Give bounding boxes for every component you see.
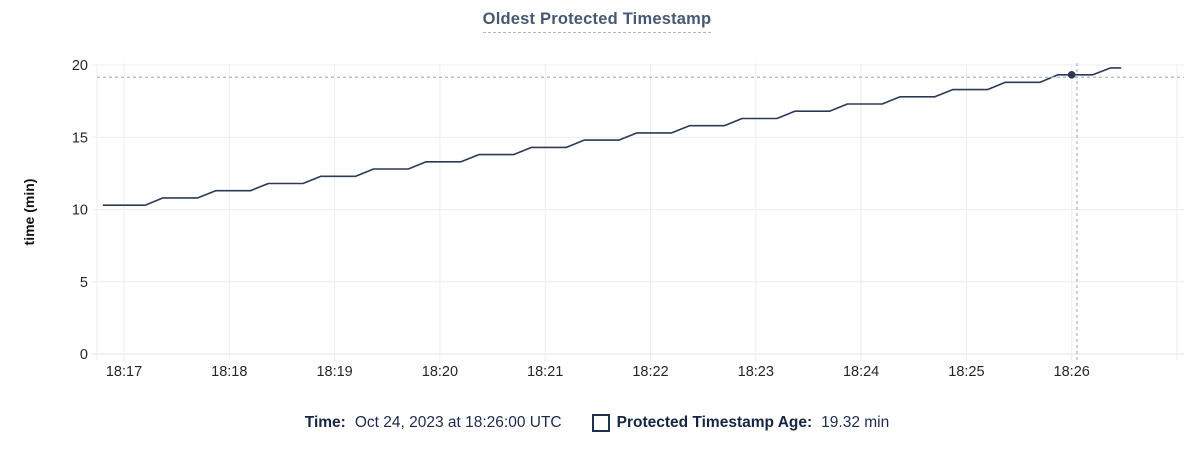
chart-legend: Time: Oct 24, 2023 at 18:26:00 UTC Prote… — [0, 414, 1194, 432]
x-tick-label: 18:19 — [316, 364, 352, 380]
series-line — [102, 67, 1122, 206]
x-tick-label: 18:17 — [106, 364, 142, 380]
legend-series-label[interactable]: Protected Timestamp Age: — [616, 414, 813, 431]
y-gridlines: 0 5 10 15 20 — [72, 58, 1184, 363]
checkbox-outline-icon[interactable] — [591, 414, 610, 432]
y-tick-label: 20 — [72, 58, 88, 74]
y-tick-label: 15 — [72, 130, 88, 146]
legend-series-item: Protected Timestamp Age: 19.32 min — [591, 414, 890, 432]
legend-series-value: 19.32 min — [821, 414, 890, 431]
y-axis-title: time (min) — [21, 179, 37, 246]
chart-title[interactable]: Oldest Protected Timestamp — [482, 10, 712, 33]
legend-time-item: Time: Oct 24, 2023 at 18:26:00 UTC — [305, 414, 562, 432]
hover-data-point — [1067, 71, 1076, 79]
x-tick-label: 18:26 — [1054, 364, 1090, 380]
legend-time-value: Oct 24, 2023 at 18:26:00 UTC — [354, 414, 562, 431]
y-tick-label: 5 — [80, 275, 88, 291]
x-gridlines: 18:17 18:18 18:19 18:20 18:21 18:22 18:23 18:24… — [96, 63, 1178, 380]
y-tick-label: 0 — [80, 347, 88, 363]
x-tick-label: 18:22 — [632, 364, 668, 380]
x-tick-label: 18:18 — [211, 364, 247, 380]
x-tick-label: 18:25 — [948, 364, 984, 380]
chart-title-row: Oldest Protected Timestamp — [0, 0, 1194, 40]
x-tick-label: 18:21 — [527, 364, 563, 380]
legend-time-label: Time: — [304, 414, 346, 431]
x-tick-label: 18:20 — [422, 364, 458, 380]
x-tick-label: 18:23 — [738, 364, 774, 380]
y-tick-label: 10 — [72, 203, 88, 219]
hover-crosshair — [97, 63, 1184, 361]
x-tick-label: 18:24 — [843, 364, 879, 380]
